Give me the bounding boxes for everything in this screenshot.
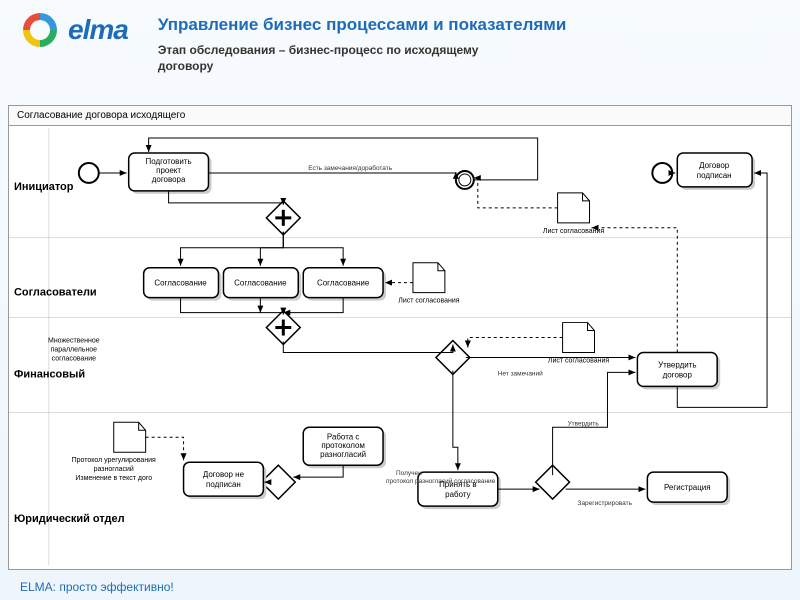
edge-label-e1: Есть замечания/доработать <box>308 164 392 172</box>
logo: elma <box>20 10 128 50</box>
start-event-2 <box>652 163 672 183</box>
lane-label-initiator: Инициатор <box>14 181 74 193</box>
task-t7-l2: работу <box>445 490 470 499</box>
doc-d4: Протокол урегулирования разногласий Изме… <box>72 422 156 482</box>
task-t1-l3: договора <box>152 175 186 184</box>
task-t3-l1: Согласование <box>234 279 287 288</box>
page-title: Управление бизнес процессами и показател… <box>158 15 567 35</box>
bpmn-diagram-container: Согласование договора исходящего Инициат… <box>8 105 792 570</box>
header-text-block: Управление бизнес процессами и показател… <box>158 10 567 74</box>
edge-label-e5: Зарегистрировать <box>578 500 633 507</box>
edge-label-e3: Получен <box>396 470 422 477</box>
doc-d3-label: Лист согласования <box>548 357 610 364</box>
page-subtitle-l1: Этап обследования – бизнес-процесс по ис… <box>158 43 567 59</box>
task-t1-l2: проект <box>156 166 181 175</box>
task-t4-l1: Согласование <box>317 279 370 288</box>
finance-sublabel-2: параллельное <box>51 346 98 353</box>
doc-d1: Лист согласования <box>543 193 605 235</box>
gateway-g2 <box>266 311 300 345</box>
lane-label-approvers: Согласователи <box>14 287 97 299</box>
task-t5-l3: разногласий <box>320 450 366 459</box>
gateway-g4 <box>261 465 295 499</box>
doc-d4-l1: Протокол урегулирования <box>72 457 156 464</box>
doc-d2-label: Лист согласования <box>398 298 460 305</box>
start-event-1 <box>79 163 99 183</box>
gateway-g1 <box>266 201 300 235</box>
finance-sublabel-1: Множественное <box>48 338 100 345</box>
bpmn-canvas: Инициатор Согласователи Финансовый Юриди… <box>9 126 791 567</box>
logo-ring-icon <box>20 10 60 50</box>
task-t5-l1: Работа с <box>327 432 360 441</box>
task-t6-l2: подписан <box>206 480 241 489</box>
task-t5-l2: протоколом <box>321 441 364 450</box>
page-subtitle-l2: договору <box>158 59 567 75</box>
doc-d2: Лист согласования <box>398 263 460 305</box>
doc-d4-l2: разногласий <box>94 465 134 473</box>
page-header: elma Управление бизнес процессами и пока… <box>0 0 800 79</box>
task-t10-l1: Договор <box>699 161 730 170</box>
task-t1-l1: Подготовить <box>146 157 192 166</box>
lane-label-finance: Финансовый <box>14 368 85 380</box>
diagram-title: Согласование договора исходящего <box>9 106 791 126</box>
finance-sublabel-3: согласование <box>52 355 96 362</box>
logo-text: elma <box>68 14 128 46</box>
edge-label-e4: Утвердить <box>568 420 600 427</box>
edge-label-e3b: протокол разногласий согласование <box>386 477 496 485</box>
edge-label-e2: Нет замечаний <box>498 369 543 377</box>
footer-tagline: ELMA: просто эффективно! <box>20 580 174 594</box>
doc-d3: Лист согласования <box>548 323 610 365</box>
task-t8-l1: Утвердить <box>658 360 696 369</box>
doc-d1-label: Лист согласования <box>543 228 605 235</box>
lane-label-legal: Юридический отдел <box>14 513 125 525</box>
task-t6-l1: Договор не <box>203 470 245 479</box>
doc-d4-l3: Изменение в текст дого <box>75 475 152 482</box>
task-t2-l1: Согласование <box>154 279 207 288</box>
task-t8-l2: договор <box>663 370 693 379</box>
task-t9-l1: Регистрация <box>664 483 711 492</box>
task-t10-l2: подписан <box>697 171 732 180</box>
